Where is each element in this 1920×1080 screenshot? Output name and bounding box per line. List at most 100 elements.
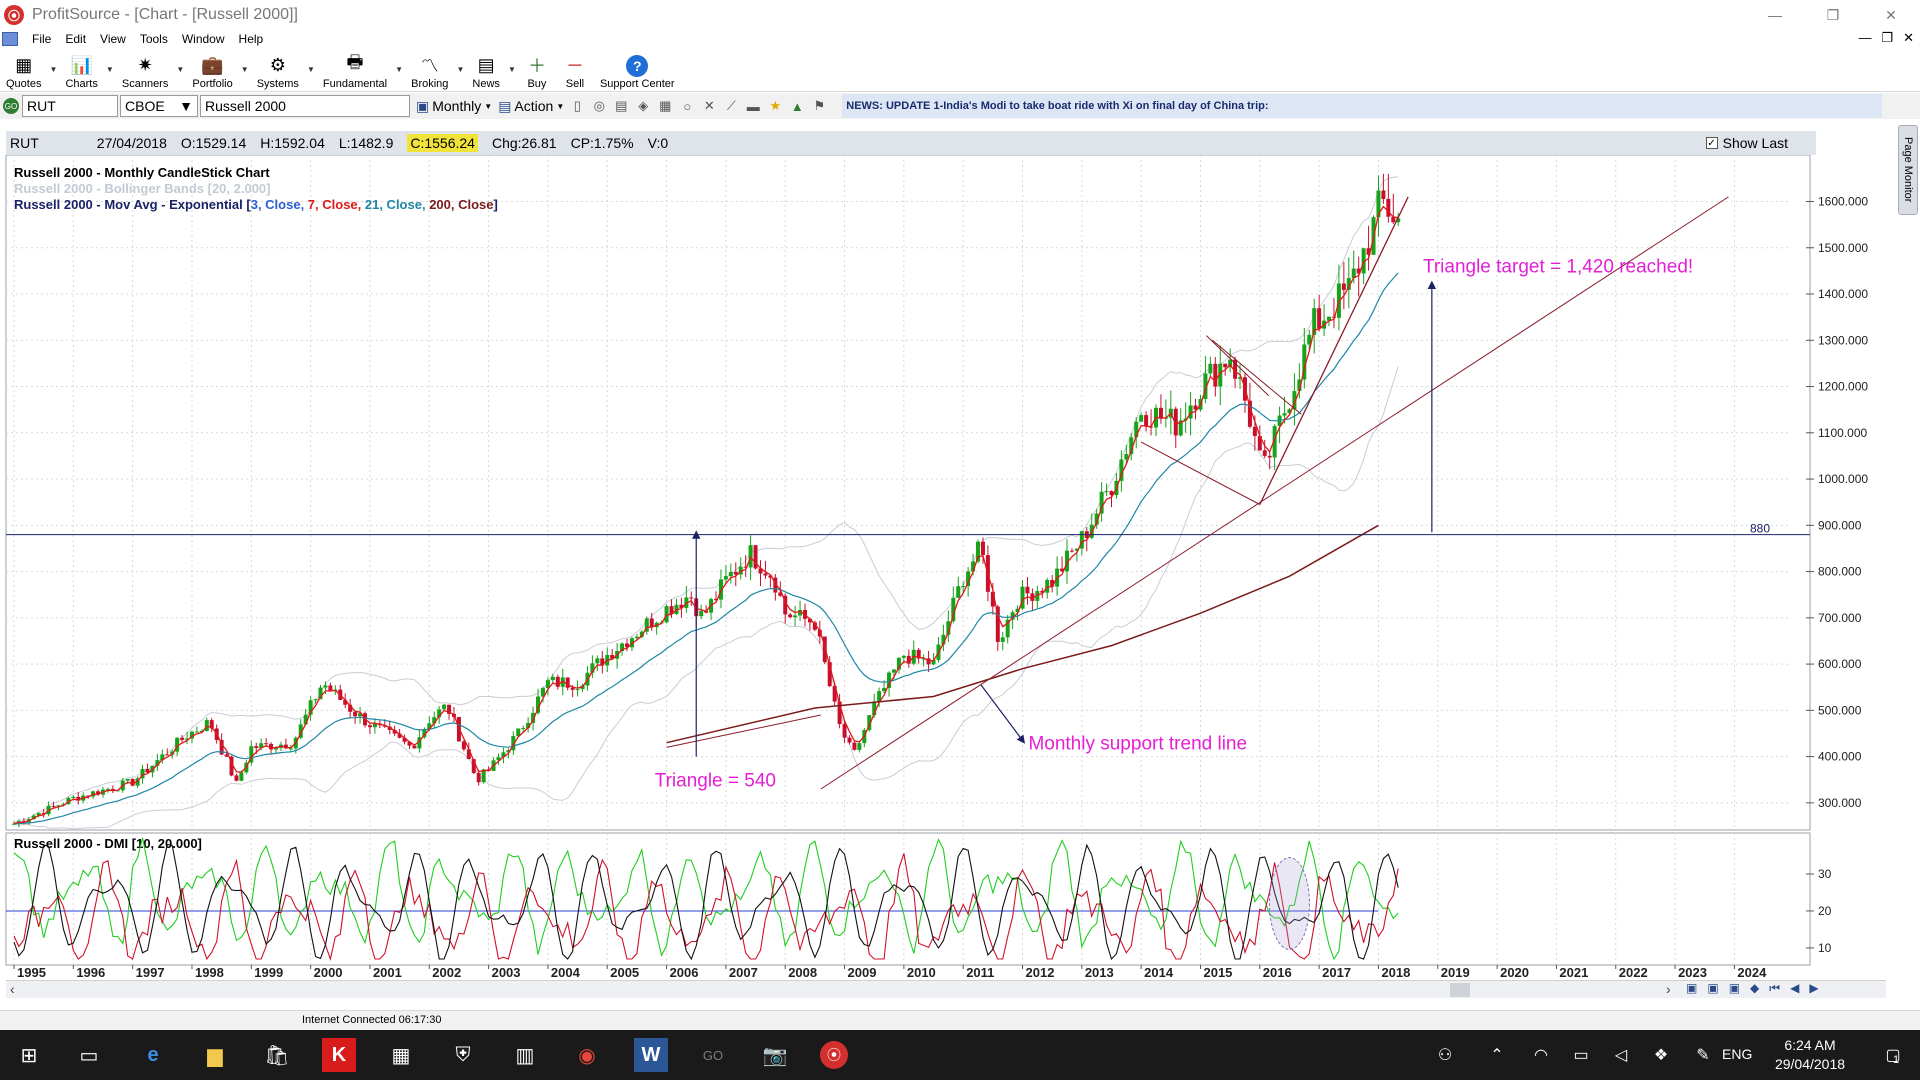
language-indicator[interactable]: ENG [1722, 1046, 1753, 1062]
exchange-value: CBOE [125, 98, 165, 114]
chrome-icon[interactable]: ◉ [578, 1044, 596, 1067]
candle-body [417, 737, 422, 749]
people-icon[interactable]: ⚇ [1437, 1047, 1453, 1064]
notification-icon[interactable]: ▢ [1885, 1047, 1901, 1064]
wedge-lower-line[interactable] [1140, 441, 1261, 505]
page-monitor-tab[interactable]: Page Monitor [1898, 125, 1918, 215]
menu-tools[interactable]: Tools [139, 32, 168, 46]
triangle-base-line[interactable] [666, 714, 821, 748]
link-icon[interactable]: ▬ [746, 98, 760, 114]
camera-app-icon[interactable]: 📷 [762, 1044, 788, 1067]
menu-window[interactable]: Window [181, 32, 225, 46]
scroll-left-icon[interactable]: ‹ [10, 981, 15, 997]
zoom-icon[interactable]: ◎ [593, 98, 605, 113]
bulb-icon[interactable]: ○ [683, 98, 692, 114]
security-name-input[interactable] [200, 95, 410, 117]
layers-icon[interactable]: ◈ [638, 98, 649, 113]
monthly-support-trend-line[interactable] [820, 196, 1729, 790]
k-app-icon[interactable]: K [322, 1038, 356, 1072]
period-dropdown[interactable]: ▣ Monthly ▼ [416, 98, 492, 115]
price-chart[interactable]: 1995 1996 1997 1998 1999 2000 2001 2002 2003 2004… [0, 155, 1890, 980]
chart-scrollbar[interactable]: ‹ › ▣ ▣ ▣ ◆ ⏮ ◀ ▶ [6, 980, 1886, 998]
nav-first-icon[interactable]: ⏮ [1769, 981, 1781, 995]
nav-expand-icon[interactable]: ◆ [1750, 981, 1760, 995]
mdi-close-button[interactable]: ✕ [1903, 30, 1914, 45]
toolbar-quotes-button[interactable]: ▦ Quotes [0, 48, 47, 92]
restore-button[interactable]: ❐ [1826, 6, 1840, 23]
tools-icon[interactable]: ✕ [703, 98, 715, 113]
pen-icon[interactable]: ✎ [1696, 1047, 1710, 1064]
minimize-button[interactable]: — [1768, 7, 1782, 23]
file-explorer-icon[interactable]: ▆ [207, 1044, 223, 1067]
nav-zoom-out-icon[interactable]: ▣ [1707, 981, 1719, 995]
mdi-window-icon[interactable] [2, 32, 18, 46]
wifi-icon[interactable]: ◠ [1534, 1047, 1548, 1064]
scroll-right-icon[interactable]: › [1666, 981, 1671, 997]
trend-icon[interactable]: ⟋ [726, 98, 736, 113]
toolbar-broking-button[interactable]: 〽 Broking [405, 48, 454, 92]
nav-prev-icon[interactable]: ◀ [1790, 981, 1800, 995]
close-button[interactable]: ✕ [1885, 6, 1897, 23]
toolbar-fundamental-button[interactable]: 🖶 Fundamental [317, 48, 393, 92]
toolbar-support-center-button[interactable]: ? Support Center [594, 48, 681, 92]
shield-app-icon[interactable]: ⛨ [455, 1043, 471, 1066]
toolbar-portfolio-button[interactable]: 💼 Portfolio [186, 48, 238, 92]
chevron-down-icon[interactable]: ▼ [49, 65, 58, 74]
windows-start-icon[interactable]: ⊞ [20, 1044, 38, 1067]
symbol-input[interactable] [22, 95, 118, 117]
signal-icon[interactable]: ▲ [790, 98, 804, 114]
exchange-select[interactable]: CBOE ▼ [120, 95, 198, 117]
flag-icon[interactable]: ⚑ [813, 98, 826, 113]
toolbar-sell-button[interactable]: － Sell [556, 48, 594, 92]
nav-save-icon[interactable]: ▣ [1728, 981, 1741, 995]
dropbox-icon[interactable]: ❖ [1653, 1047, 1669, 1064]
network-app-icon[interactable]: ▥ [515, 1044, 535, 1067]
clock[interactable]: 6:24 AM 29/04/2018 [1770, 1036, 1850, 1074]
toolbar-buy-button[interactable]: ＋ Buy [518, 48, 556, 92]
menu-file[interactable]: File [32, 32, 52, 46]
chevron-down-icon[interactable]: ▼ [456, 65, 465, 74]
news-ticker[interactable]: NEWS: UPDATE 1-India's Modi to take boat… [842, 94, 1883, 118]
star-icon[interactable]: ★ [769, 98, 782, 113]
chevron-down-icon[interactable]: ▼ [395, 65, 404, 74]
scroll-thumb[interactable] [1450, 983, 1470, 997]
volume-icon[interactable]: ◁ [1614, 1047, 1628, 1064]
nav-zoom-in-icon[interactable]: ▣ [1686, 981, 1698, 995]
go-button[interactable]: GO [3, 98, 19, 114]
toolbar-charts-button[interactable]: 📊 Charts [59, 48, 103, 92]
grid-icon[interactable]: ▦ [659, 98, 672, 113]
chevron-down-icon[interactable]: ▼ [306, 65, 315, 74]
toolbar-scanners-button[interactable]: ✷ Scanners [116, 48, 174, 92]
show-last-toggle[interactable]: ✓ Show Last [1705, 135, 1788, 151]
calculator-icon[interactable]: ▦ [391, 1044, 411, 1067]
nav-next-icon[interactable]: ▶ [1809, 981, 1819, 995]
wedge-upper-line[interactable] [1206, 335, 1270, 397]
chevron-down-icon[interactable]: ▼ [240, 65, 249, 74]
chevron-down-icon[interactable]: ▼ [105, 65, 114, 74]
toolbar-news-button[interactable]: ▤ News [466, 48, 506, 92]
battery-icon[interactable]: ▭ [1573, 1047, 1589, 1064]
go-app-icon[interactable]: GO [702, 1047, 724, 1063]
chevron-down-icon[interactable]: ▼ [507, 65, 516, 74]
word-icon[interactable]: W [634, 1038, 668, 1072]
task-view-icon[interactable]: ▭ [79, 1044, 99, 1067]
action-dropdown[interactable]: ▤ Action ▼ [498, 98, 564, 115]
edge-icon[interactable]: e [147, 1043, 159, 1066]
menu-view[interactable]: View [100, 32, 126, 46]
tray-up-icon[interactable]: ⌃ [1490, 1047, 1504, 1064]
menu-edit[interactable]: Edit [65, 32, 87, 46]
candle-body [1035, 590, 1040, 601]
print-icon[interactable]: ▤ [615, 98, 628, 113]
chevron-down-icon[interactable]: ▼ [176, 65, 185, 74]
menu-help[interactable]: Help [238, 32, 264, 46]
store-icon[interactable]: 🛍 [264, 1044, 290, 1067]
y-tick-label: 1000.000 [1818, 472, 1868, 486]
mdi-restore-button[interactable]: ❐ [1881, 30, 1894, 45]
wedge-right-line[interactable] [1212, 339, 1302, 415]
toolbar-systems-button[interactable]: ⚙ Systems [251, 48, 305, 92]
mdi-minimize-button[interactable]: — [1858, 30, 1872, 45]
save-icon[interactable]: ▯ [573, 98, 581, 113]
profitsource-icon[interactable]: ⦿ [820, 1041, 848, 1069]
rising-trend-line[interactable] [1259, 196, 1409, 505]
show-last-checkbox[interactable]: ✓ [1705, 137, 1718, 149]
